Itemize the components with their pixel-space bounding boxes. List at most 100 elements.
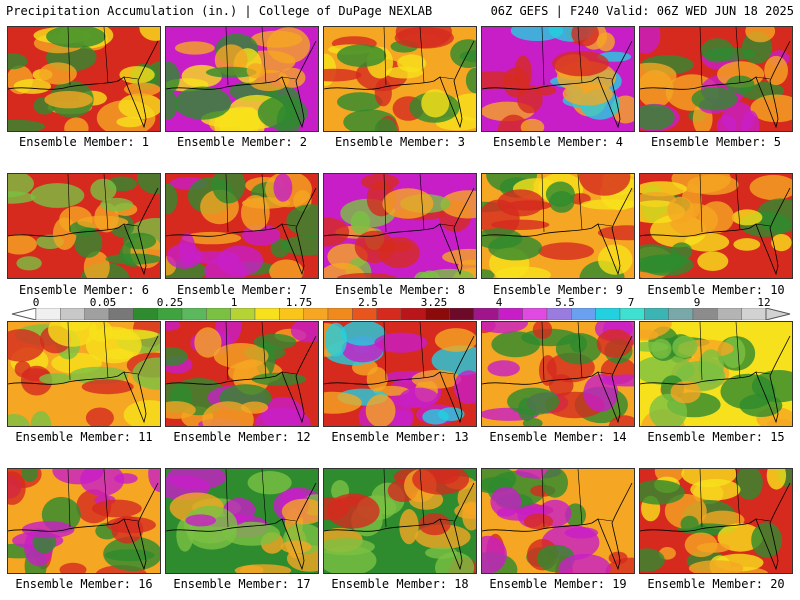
member-number: 11 xyxy=(138,430,153,444)
colorbar-tick-label: 9 xyxy=(693,296,701,309)
member-number: 17 xyxy=(296,577,311,591)
member-label: Ensemble Member: 6 xyxy=(5,283,163,297)
member-label-prefix: Ensemble Member: xyxy=(15,430,139,444)
colorbar: 0 0.05 0.25 1 1.75 2.5 3.25 4 5.5 7 9 12 xyxy=(0,296,800,320)
member-label: Ensemble Member: 1 xyxy=(5,135,163,149)
colorbar-tick-label: 0.05 xyxy=(89,296,117,309)
map-panel xyxy=(7,321,161,427)
member-label-prefix: Ensemble Member: xyxy=(173,430,297,444)
member-label-prefix: Ensemble Member: xyxy=(492,135,616,149)
member-label-prefix: Ensemble Member: xyxy=(647,577,771,591)
member-label-prefix: Ensemble Member: xyxy=(18,135,142,149)
colorbar-tick-label: 1 xyxy=(230,296,238,309)
colorbar-tick-label: 1.75 xyxy=(285,296,313,309)
colorbar-swatch xyxy=(352,308,377,320)
member-number: 4 xyxy=(615,135,624,149)
colorbar-swatch xyxy=(279,308,304,320)
member-label-prefix: Ensemble Member: xyxy=(492,283,616,297)
colorbar-tick-label: 0.25 xyxy=(156,296,184,309)
member-number: 6 xyxy=(141,283,150,297)
member-number: 9 xyxy=(615,283,624,297)
colorbar-tick-label: 12 xyxy=(757,296,771,309)
colorbar-swatch xyxy=(303,308,329,320)
map-panel xyxy=(7,26,161,132)
map-panel xyxy=(323,26,477,132)
member-label: Ensemble Member: 3 xyxy=(321,135,479,149)
member-number: 2 xyxy=(299,135,308,149)
colorbar-swatch xyxy=(84,308,110,320)
member-label: Ensemble Member: 14 xyxy=(479,430,637,444)
member-label-prefix: Ensemble Member: xyxy=(489,430,613,444)
member-number: 18 xyxy=(454,577,469,591)
colorbar-swatch xyxy=(546,308,572,320)
colorbar-swatch xyxy=(133,308,158,320)
member-label-prefix: Ensemble Member: xyxy=(176,283,300,297)
colorbar-swatches xyxy=(11,308,791,320)
member-label: Ensemble Member: 15 xyxy=(637,430,795,444)
member-number: 10 xyxy=(770,283,785,297)
member-label-prefix: Ensemble Member: xyxy=(331,577,455,591)
member-number: 14 xyxy=(612,430,627,444)
colorbar-swatch xyxy=(206,308,231,320)
member-label: Ensemble Member: 5 xyxy=(637,135,795,149)
member-label-prefix: Ensemble Member: xyxy=(334,135,458,149)
map-panel xyxy=(323,468,477,574)
member-number: 19 xyxy=(612,577,627,591)
header-title: Precipitation Accumulation (in.) | Colle… xyxy=(6,4,433,18)
member-label-prefix: Ensemble Member: xyxy=(334,283,458,297)
colorbar-swatch xyxy=(35,308,61,320)
map-panel xyxy=(165,321,319,427)
colorbar-swatch xyxy=(668,308,694,320)
map-panel xyxy=(323,173,477,279)
map-panel xyxy=(639,173,793,279)
map-panel xyxy=(7,468,161,574)
member-number: 5 xyxy=(773,135,782,149)
colorbar-tick-label: 0 xyxy=(32,296,40,309)
colorbar-swatch xyxy=(498,308,523,320)
map-panel xyxy=(481,321,635,427)
colorbar-swatch xyxy=(181,308,207,320)
member-label: Ensemble Member: 7 xyxy=(163,283,321,297)
map-panel xyxy=(165,173,319,279)
member-label: Ensemble Member: 20 xyxy=(637,577,795,591)
colorbar-swatch xyxy=(327,308,353,320)
member-label: Ensemble Member: 16 xyxy=(5,577,163,591)
map-panel xyxy=(323,321,477,427)
map-panel xyxy=(481,468,635,574)
colorbar-swatch xyxy=(425,308,450,320)
member-number: 12 xyxy=(296,430,311,444)
member-label-prefix: Ensemble Member: xyxy=(650,135,774,149)
member-label-prefix: Ensemble Member: xyxy=(331,430,455,444)
member-label: Ensemble Member: 19 xyxy=(479,577,637,591)
member-label-prefix: Ensemble Member: xyxy=(18,283,142,297)
member-number: 13 xyxy=(454,430,469,444)
member-label: Ensemble Member: 11 xyxy=(5,430,163,444)
colorbar-max-arrow xyxy=(765,308,791,320)
map-panel xyxy=(165,26,319,132)
member-label-prefix: Ensemble Member: xyxy=(489,577,613,591)
member-label: Ensemble Member: 17 xyxy=(163,577,321,591)
member-label: Ensemble Member: 12 xyxy=(163,430,321,444)
colorbar-swatch xyxy=(473,308,499,320)
member-label-prefix: Ensemble Member: xyxy=(173,577,297,591)
colorbar-swatch xyxy=(376,308,402,320)
member-label-prefix: Ensemble Member: xyxy=(15,577,139,591)
colorbar-swatch xyxy=(595,308,621,320)
colorbar-min-arrow xyxy=(11,308,37,320)
map-panel xyxy=(481,173,635,279)
colorbar-swatch xyxy=(692,308,718,320)
colorbar-tick-label: 7 xyxy=(627,296,635,309)
colorbar-swatch xyxy=(522,308,548,320)
member-label: Ensemble Member: 9 xyxy=(479,283,637,297)
member-label-prefix: Ensemble Member: xyxy=(647,283,771,297)
map-panel xyxy=(7,173,161,279)
member-number: 15 xyxy=(770,430,785,444)
colorbar-tick-label: 5.5 xyxy=(555,296,575,309)
colorbar-swatch xyxy=(157,308,183,320)
member-label: Ensemble Member: 8 xyxy=(321,283,479,297)
colorbar-swatch xyxy=(717,308,742,320)
member-number: 8 xyxy=(457,283,466,297)
map-panel xyxy=(639,321,793,427)
colorbar-swatch xyxy=(254,308,280,320)
colorbar-swatch xyxy=(571,308,596,320)
